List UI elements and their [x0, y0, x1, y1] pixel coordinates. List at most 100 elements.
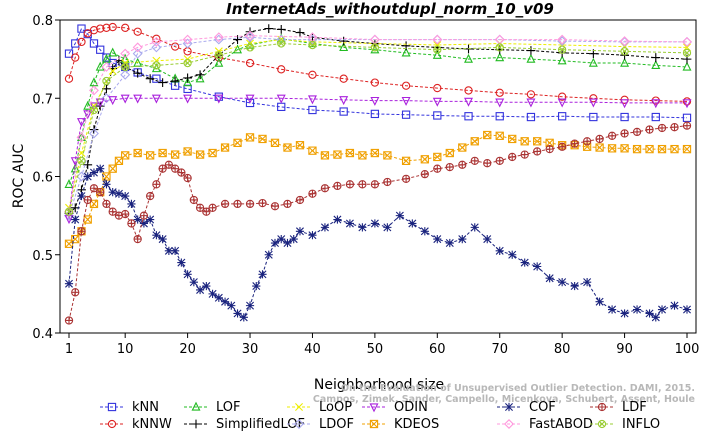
x-tick-label: 10	[117, 342, 134, 357]
data-point-knnw	[170, 42, 180, 51]
data-point-ldf	[308, 189, 317, 198]
data-point-kdeos	[220, 143, 230, 152]
data-point-knnw	[89, 26, 99, 35]
legend-label-cof: COF	[529, 400, 556, 415]
data-point-knnw	[108, 22, 117, 32]
data-point-ldof	[151, 42, 162, 53]
data-point-ldf	[508, 152, 517, 162]
data-point-cof	[152, 231, 161, 240]
legend-marker-loop	[295, 403, 303, 411]
data-point-knnw	[277, 65, 286, 74]
data-point-cof	[508, 250, 517, 259]
series-line-knnw	[68, 26, 688, 102]
data-point-lof	[214, 57, 224, 67]
data-point-ldf	[645, 125, 654, 134]
data-point-ldf	[433, 164, 442, 173]
data-point-knn	[526, 112, 536, 122]
data-point-ldf	[582, 137, 592, 146]
legend-label-odin: ODIN	[394, 400, 428, 415]
data-point-kdeos	[146, 151, 155, 160]
data-point-knnw	[133, 27, 142, 36]
series-ldf	[64, 121, 692, 325]
data-point-ldf	[121, 209, 130, 219]
data-point-kdeos	[420, 155, 429, 164]
data-point-knn	[495, 112, 504, 121]
data-point-knnw	[464, 86, 473, 95]
data-point-ldf	[333, 181, 342, 191]
data-point-cof	[83, 172, 92, 181]
data-point-kdeos	[620, 144, 629, 153]
data-point-cof	[533, 262, 542, 271]
legend-label-ldf: LDF	[622, 400, 647, 415]
data-point-fastabod	[101, 61, 112, 72]
data-point-fastabod	[182, 34, 193, 45]
legend-marker-knn	[107, 402, 117, 412]
data-point-cof	[227, 301, 236, 310]
data-point-cof	[158, 235, 167, 244]
data-point-lof	[108, 47, 118, 57]
data-point-knnw	[401, 81, 411, 90]
data-point-ldf	[139, 211, 149, 220]
data-point-ldf	[520, 150, 529, 159]
data-point-ldf	[470, 156, 479, 165]
legend-marker-simplifiedlof	[191, 419, 201, 429]
data-point-cof	[570, 281, 579, 291]
data-point-cof	[214, 293, 223, 302]
data-point-simplifiedlof	[158, 78, 168, 87]
data-point-cof	[420, 227, 429, 236]
data-point-cof	[445, 238, 454, 248]
data-point-cof	[370, 219, 379, 228]
data-point-odin	[464, 97, 474, 107]
data-point-kdeos	[258, 134, 267, 144]
data-point-odin	[682, 99, 692, 109]
data-point-cof	[202, 281, 211, 291]
data-point-inflo	[558, 45, 567, 54]
legend-item-knnw: kNNW	[100, 417, 172, 432]
data-point-cof	[71, 215, 80, 224]
data-point-ldf	[183, 173, 192, 183]
data-point-kdeos	[102, 172, 111, 181]
data-point-kdeos	[158, 148, 167, 158]
data-point-lof	[183, 77, 193, 87]
data-point-ldf	[570, 139, 579, 148]
data-point-ldf	[220, 199, 230, 209]
data-point-cof	[682, 305, 692, 314]
series-knn	[64, 24, 692, 122]
data-point-ldf	[370, 180, 380, 189]
data-point-cof	[320, 223, 330, 232]
data-point-odin	[276, 94, 286, 104]
data-point-fastabod	[64, 206, 74, 217]
data-point-odin	[133, 94, 143, 104]
data-point-ldf	[670, 123, 679, 132]
data-point-knnw	[245, 58, 255, 68]
data-point-cof	[277, 235, 286, 244]
data-point-cof	[258, 270, 267, 279]
legend-item-loop: LoOP	[287, 400, 352, 415]
data-point-knnw	[102, 23, 111, 32]
data-point-ldf	[620, 129, 629, 138]
data-point-simplifiedlof	[651, 53, 661, 62]
data-point-cof	[308, 231, 317, 240]
data-point-ldf	[483, 159, 492, 168]
legend-marker-cof	[504, 402, 514, 412]
data-point-kdeos	[401, 156, 411, 165]
data-point-ldf	[170, 164, 180, 173]
x-tick-label: 90	[616, 342, 633, 357]
data-point-lof	[64, 178, 74, 188]
data-point-odin	[95, 98, 105, 108]
data-point-knnw	[370, 78, 380, 87]
data-point-cof	[470, 223, 479, 232]
data-point-kdeos	[295, 141, 305, 150]
legend-marker-kdeos	[369, 419, 379, 429]
data-point-ldf	[177, 168, 186, 177]
data-point-ldf	[558, 142, 567, 151]
data-point-cof	[264, 250, 273, 259]
data-point-kdeos	[470, 137, 479, 146]
data-point-cof	[114, 189, 124, 198]
series-ldof	[64, 32, 692, 221]
data-point-ldf	[401, 174, 411, 183]
data-point-odin	[120, 94, 130, 104]
data-point-cof	[289, 235, 298, 244]
data-point-knn	[89, 39, 99, 48]
data-point-knn	[214, 92, 223, 101]
